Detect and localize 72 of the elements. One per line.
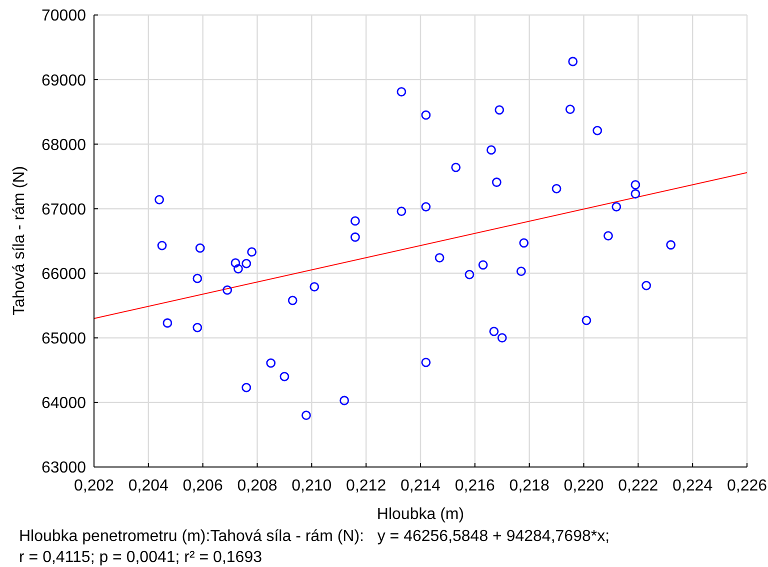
- point: [396, 87, 406, 97]
- x-tick-label: 0,222: [618, 477, 658, 494]
- x-tick-label: 0,218: [509, 477, 550, 494]
- x-tick-label: 0,216: [454, 477, 496, 494]
- x-tick-label: 0,226: [726, 477, 768, 494]
- y-tick-label: 63000: [42, 460, 86, 477]
- x-tick-label: 0,204: [128, 477, 169, 494]
- x-tick-label: 0,220: [564, 477, 604, 494]
- point: [247, 247, 257, 257]
- y-tick-label: 67000: [42, 201, 86, 218]
- point: [195, 243, 205, 253]
- x-tick-label: 0,210: [292, 477, 332, 494]
- y-tick-label: 68000: [42, 136, 86, 154]
- point: [421, 202, 431, 212]
- x-axis-title: Hloubka (m): [376, 506, 464, 523]
- point: [519, 238, 529, 248]
- x-tick-label: 0,202: [74, 477, 114, 494]
- y-tick-label: 70000: [42, 8, 86, 25]
- point: [478, 260, 488, 270]
- x-tick-label: 0,224: [672, 477, 713, 494]
- point: [497, 333, 507, 343]
- point: [486, 145, 496, 155]
- point: [280, 372, 290, 382]
- point: [666, 240, 676, 250]
- point: [340, 396, 350, 406]
- x-tick-label: 0,212: [346, 477, 386, 494]
- point: [604, 231, 613, 241]
- point: [434, 253, 444, 262]
- point: [234, 264, 243, 274]
- x-tick-label: 0,206: [182, 477, 223, 494]
- point: [350, 232, 360, 242]
- point: [630, 180, 640, 190]
- point: [464, 270, 474, 280]
- point: [592, 126, 602, 136]
- point: [516, 266, 526, 276]
- text: Hloubka penetrometru (m):Tahová síla - rám (N): y = 46256,5848 + 94284,7698*x;: [19, 527, 610, 547]
- point: [421, 358, 431, 368]
- text: r = 0,4115; p = 0,0041; r² = 0,1693: [19, 548, 263, 567]
- point: [492, 178, 502, 187]
- point: [396, 206, 406, 216]
- point: [494, 105, 504, 115]
- point: [489, 326, 499, 336]
- x-tick-label: 0,214: [400, 477, 441, 494]
- point: [568, 56, 578, 66]
- point: [157, 240, 167, 250]
- point: [451, 162, 461, 172]
- point: [288, 296, 298, 306]
- point: [154, 194, 164, 204]
- point: [192, 274, 202, 284]
- point: [242, 382, 252, 392]
- point: [642, 280, 652, 290]
- point: [350, 216, 360, 226]
- point: [266, 358, 276, 368]
- y-tick-label: 66000: [42, 266, 86, 283]
- point: [192, 322, 202, 332]
- point: [222, 285, 232, 295]
- point: [421, 110, 431, 120]
- point: [552, 184, 562, 194]
- x-tick-label: 0,208: [237, 477, 278, 494]
- y-tick-label: 64000: [42, 395, 86, 412]
- point: [612, 202, 622, 212]
- y-tick-label: 69000: [42, 72, 86, 90]
- point: [302, 410, 311, 420]
- point: [242, 258, 252, 268]
- y-tick-label: 65000: [42, 330, 86, 348]
- point: [162, 318, 172, 328]
- point: [582, 316, 592, 326]
- y-axis-title: Tahová síla - rám (N): [11, 166, 29, 316]
- point: [630, 189, 640, 199]
- point: [230, 258, 240, 268]
- point: [565, 104, 575, 114]
- point: [310, 282, 320, 292]
